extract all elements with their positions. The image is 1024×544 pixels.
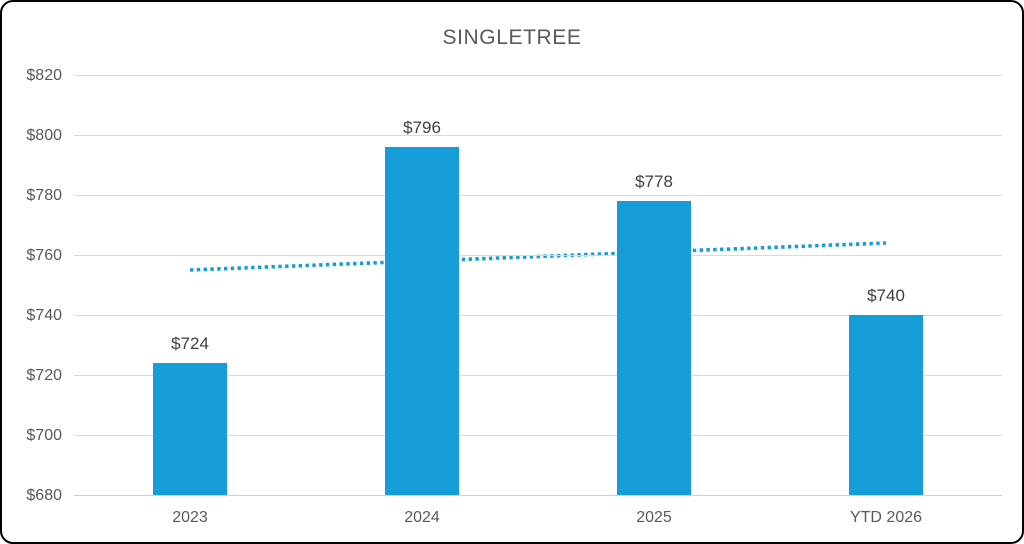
x-tick-label: 2025 — [636, 509, 672, 526]
gridline — [74, 435, 1002, 436]
x-tick-label: YTD 2026 — [849, 509, 923, 526]
y-tick-label: $740 — [26, 306, 62, 324]
gridline — [74, 75, 1002, 76]
bar-value-label: $740 — [867, 286, 905, 305]
y-tick-label: $820 — [26, 66, 62, 84]
bar-2024 — [385, 147, 459, 495]
bar-2023 — [153, 363, 227, 495]
bar-value-label: $796 — [403, 118, 441, 137]
y-tick-label: $760 — [26, 246, 62, 264]
y-tick-label: $780 — [26, 186, 62, 204]
y-tick-label: $700 — [26, 426, 62, 444]
bar-2025 — [617, 201, 691, 495]
gridline — [74, 315, 1002, 316]
x-tick-label: 2023 — [172, 509, 208, 526]
bar-value-label: $724 — [171, 334, 209, 353]
chart-title: SINGLETREE — [442, 26, 582, 49]
gridline — [74, 255, 1002, 256]
bar-value-label: $778 — [635, 172, 673, 191]
y-tick-label: $720 — [26, 366, 62, 384]
bar-ytd-2026 — [849, 315, 923, 495]
gridline — [74, 195, 1002, 196]
gridline — [74, 135, 1002, 136]
gridline — [74, 375, 1002, 376]
x-axis-line — [74, 495, 1002, 496]
y-tick-label: $680 — [26, 486, 62, 504]
x-tick-label: 2024 — [404, 509, 440, 526]
y-tick-label: $800 — [26, 126, 62, 144]
